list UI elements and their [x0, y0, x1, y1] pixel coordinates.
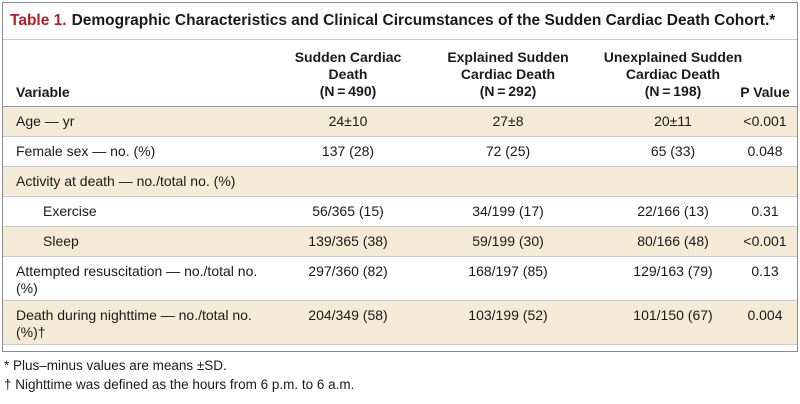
cell-unexplained: 129/163 (79) — [633, 263, 713, 279]
table-row: Exercise 56/365 (15) 34/199 (17) 22/166 (13… — [3, 197, 797, 227]
cell-sudden-cardiac-death: 137 (28) — [321, 143, 375, 159]
cell-unexplained: 101/150 (67) — [633, 307, 713, 323]
cell-sudden-cardiac-death: 56/365 (15) — [312, 203, 384, 219]
header-explained-sudden-cardiac-death: Explained Sudden Cardiac Death (N = 292) — [423, 49, 593, 100]
row-label: Age — yr — [16, 113, 75, 129]
cell-sudden-cardiac-death: 24±10 — [328, 113, 368, 129]
table-title-bar: Table 1. Demographic Characteristics and… — [3, 3, 797, 40]
cell-explained: 59/199 (30) — [472, 233, 544, 249]
header-line: Sudden Cardiac — [294, 49, 402, 65]
table-body: Age — yr 24±10 27±8 20±11 <0.001 Female sex —… — [3, 107, 797, 345]
header-line: (N = 292) — [479, 83, 537, 99]
footnote: * Plus–minus values are means ±SD. — [4, 358, 227, 373]
cell-p-value: 0.048 — [747, 143, 783, 159]
cell-p-value: 0.13 — [751, 263, 779, 279]
row-label: Female sex — no. (%) — [16, 143, 156, 159]
cell-unexplained: 20±11 — [654, 113, 692, 129]
header-variable: Variable — [16, 84, 70, 100]
cell-explained: 27±8 — [492, 113, 524, 129]
header-sudden-cardiac-death: Sudden Cardiac Death (N = 490) — [273, 49, 423, 100]
header-p-value: P Value — [740, 84, 790, 100]
table-row: Activity at death — no./total no. (%) — [3, 167, 797, 197]
table-row: Female sex — no. (%) 137 (28) 72 (25) 65 (3… — [3, 137, 797, 167]
cell-unexplained: 80/166 (48) — [637, 233, 709, 249]
header-line: Cardiac Death — [625, 66, 721, 82]
header-line: Death — [328, 66, 368, 82]
row-label: Death during nighttime — no./total no. (… — [16, 307, 252, 340]
cell-p-value: <0.001 — [743, 113, 787, 129]
cell-p-value: 0.004 — [747, 307, 783, 323]
row-label: Exercise — [43, 203, 97, 219]
header-line: (N = 198) — [644, 83, 702, 99]
cell-sudden-cardiac-death: 139/365 (38) — [308, 233, 388, 249]
cell-explained: 103/199 (52) — [468, 307, 548, 323]
cell-sudden-cardiac-death: 204/349 (58) — [308, 307, 388, 323]
cell-p-value: <0.001 — [743, 233, 787, 249]
table-row: Sleep 139/365 (38) 59/199 (30) 80/166 (48) <… — [3, 227, 797, 257]
row-label: Attempted resuscitation — no./total no. … — [16, 263, 258, 296]
table-row: Attempted resuscitation — no./total no. … — [3, 257, 797, 301]
header-line: Explained Sudden — [447, 49, 569, 65]
table-number: Table 1. — [10, 12, 67, 29]
table-frame: Table 1. Demographic Characteristics and… — [2, 2, 798, 352]
table-title: Demographic Characteristics and Clinical… — [71, 12, 776, 29]
cell-explained: 34/199 (17) — [472, 203, 544, 219]
table-header: Variable Sudden Cardiac Death (N = 490) … — [3, 40, 797, 107]
cell-sudden-cardiac-death: 297/360 (82) — [308, 263, 388, 279]
header-line: Unexplained Sudden — [603, 49, 743, 65]
cell-p-value: 0.31 — [751, 203, 779, 219]
table-row: Death during nighttime — no./total no. (… — [3, 301, 797, 345]
row-label: Activity at death — no./total no. (%) — [16, 173, 236, 189]
cell-unexplained: 22/166 (13) — [637, 203, 709, 219]
table-row: Age — yr 24±10 27±8 20±11 <0.001 — [3, 107, 797, 137]
cell-explained: 168/197 (85) — [468, 263, 548, 279]
header-unexplained-sudden-cardiac-death: Unexplained Sudden Cardiac Death (N = 19… — [588, 49, 758, 100]
footnote: † Nighttime was defined as the hours fro… — [4, 377, 355, 392]
footnotes: * Plus–minus values are means ±SD. † Nig… — [4, 356, 354, 394]
cell-unexplained: 65 (33) — [650, 143, 696, 159]
header-line: (N = 490) — [319, 83, 377, 99]
row-label: Sleep — [43, 233, 79, 249]
cell-explained: 72 (25) — [485, 143, 531, 159]
header-line: Cardiac Death — [460, 66, 556, 82]
